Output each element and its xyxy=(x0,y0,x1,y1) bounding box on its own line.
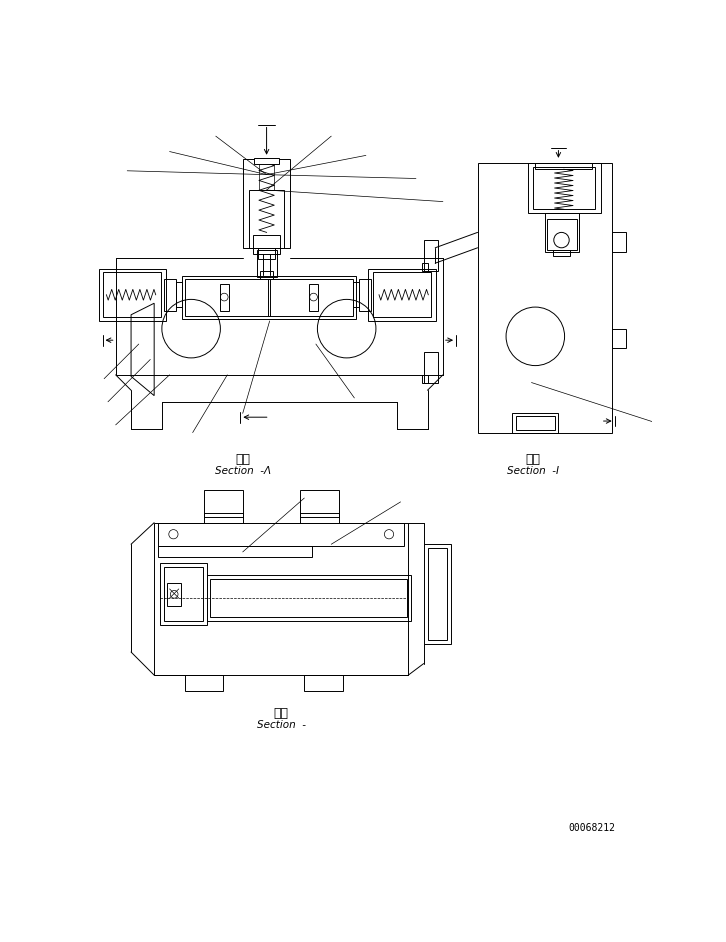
Bar xyxy=(533,167,595,209)
Bar xyxy=(428,548,446,641)
Bar xyxy=(544,213,579,252)
Bar xyxy=(535,163,592,170)
Bar xyxy=(309,284,318,311)
Bar xyxy=(612,329,627,348)
Bar xyxy=(422,263,428,271)
Bar xyxy=(612,233,627,252)
Bar xyxy=(553,250,570,256)
Bar xyxy=(304,675,343,690)
Bar xyxy=(158,545,312,558)
Bar xyxy=(528,163,601,213)
Bar xyxy=(176,283,182,307)
Bar xyxy=(422,375,428,382)
Bar xyxy=(258,248,275,259)
Bar xyxy=(359,279,370,311)
Text: 断面: 断面 xyxy=(274,707,289,720)
Bar xyxy=(164,279,176,311)
Text: 断面: 断面 xyxy=(526,453,540,466)
Bar xyxy=(204,491,242,517)
Text: 00068212: 00068212 xyxy=(568,822,615,833)
Bar xyxy=(424,240,438,271)
Bar xyxy=(253,235,280,254)
Bar xyxy=(513,414,558,432)
Bar xyxy=(204,513,242,523)
Text: 断面: 断面 xyxy=(235,453,250,466)
Bar xyxy=(206,575,411,621)
Text: Section  -I: Section -I xyxy=(507,466,559,476)
Bar xyxy=(261,271,273,279)
Bar xyxy=(167,583,181,606)
Bar xyxy=(254,157,279,164)
Bar xyxy=(243,159,290,248)
Bar xyxy=(301,491,339,517)
Bar xyxy=(211,579,407,617)
Bar xyxy=(185,675,224,690)
Bar xyxy=(154,523,408,675)
Bar xyxy=(424,351,438,382)
Bar xyxy=(99,268,166,321)
Bar xyxy=(103,272,161,317)
Bar xyxy=(158,523,404,545)
Bar xyxy=(164,567,203,621)
Bar xyxy=(424,544,451,644)
Bar xyxy=(547,219,577,250)
Text: Section  -: Section - xyxy=(257,721,306,730)
Bar xyxy=(268,280,353,316)
Bar xyxy=(256,250,277,277)
Text: Section  -Λ: Section -Λ xyxy=(215,466,271,476)
Bar xyxy=(182,276,356,318)
Bar xyxy=(368,268,436,321)
Bar xyxy=(373,272,431,317)
Bar xyxy=(185,280,269,316)
Bar xyxy=(301,513,339,523)
Bar xyxy=(353,283,359,307)
Bar xyxy=(478,163,612,432)
Bar xyxy=(160,563,206,625)
Bar xyxy=(220,284,229,311)
Bar xyxy=(516,415,555,430)
Bar xyxy=(249,190,285,248)
